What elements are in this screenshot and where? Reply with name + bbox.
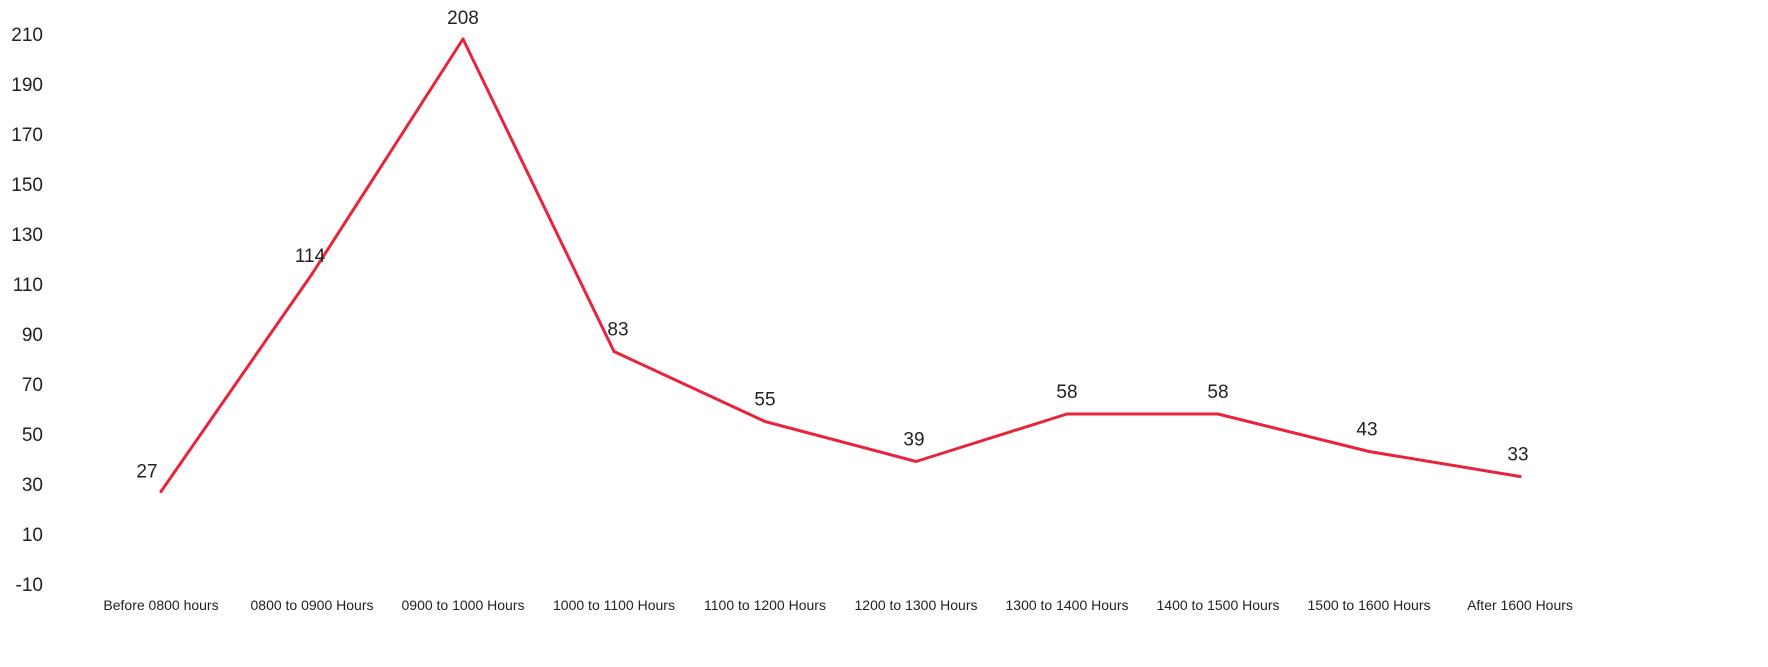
y-tick-label: 210 [11,25,43,46]
data-point [763,420,767,423]
y-axis-ticks: 210 190 170 150 130 110 90 70 50 30 10 -10 [11,25,43,596]
x-tick-label: 1400 to 1500 Hours [1157,597,1280,613]
data-label: 58 [1207,382,1228,403]
x-tick-label: 0900 to 1000 Hours [402,597,525,613]
data-point [612,350,616,353]
y-tick-label: 70 [22,375,43,396]
data-label: 27 [136,462,157,483]
y-tick-label: 50 [22,425,43,446]
y-tick-label: 110 [13,275,43,296]
y-tick-label: 170 [11,125,43,146]
x-tick-label: After 1600 Hours [1467,597,1573,613]
data-labels: 27 114 208 83 55 39 58 58 43 33 [136,8,1528,483]
data-point [310,272,314,276]
data-point [1065,412,1069,416]
y-tick-label: 30 [22,475,43,496]
x-tick-label: Before 0800 hours [103,597,218,613]
data-label: 114 [295,246,326,267]
data-label: 39 [903,430,924,451]
data-label: 43 [1356,420,1377,441]
y-tick-label: -10 [16,575,43,596]
y-tick-label: 90 [22,325,43,346]
x-tick-label: 1000 to 1100 Hours [553,597,675,613]
series-line [159,37,1522,493]
y-tick-label: 190 [11,75,43,96]
x-tick-label: 1100 to 1200 Hours [704,597,826,613]
x-tick-label: 1500 to 1600 Hours [1308,597,1431,613]
data-label: 33 [1507,445,1528,466]
data-label: 58 [1056,382,1077,403]
data-label: 55 [754,390,775,411]
data-point [159,490,163,493]
data-point [1216,412,1220,416]
data-point [1518,475,1522,478]
data-point [914,460,918,463]
data-point [1367,450,1371,453]
x-tick-label: 1300 to 1400 Hours [1006,597,1129,613]
x-tick-label: 0800 to 0900 Hours [251,597,374,613]
y-tick-label: 130 [11,225,43,246]
data-label: 208 [447,8,479,29]
data-label: 83 [607,320,628,341]
y-tick-label: 10 [22,525,43,546]
x-axis-ticks: Before 0800 hours 0800 to 0900 Hours 0900 … [103,597,1573,613]
y-tick-label: 150 [11,175,43,196]
data-point [461,37,465,41]
x-tick-label: 1200 to 1300 Hours [855,597,978,613]
series-layer [159,37,1522,493]
